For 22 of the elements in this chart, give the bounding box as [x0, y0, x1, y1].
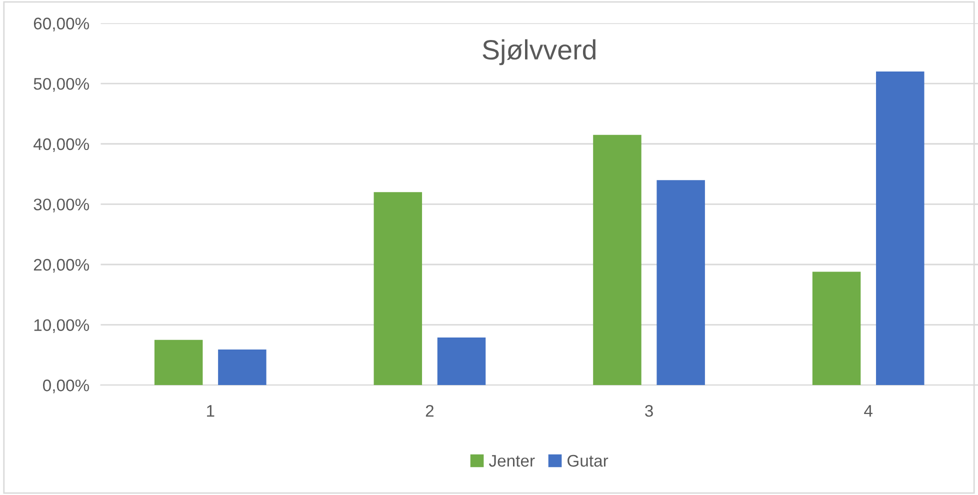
bar [876, 72, 924, 386]
text: Sjølvverd [482, 39, 596, 66]
y-tick-label: 40,00% [33, 138, 90, 152]
y-tick-label: 10,00% [34, 319, 90, 333]
bar [374, 192, 422, 386]
bar [656, 180, 705, 386]
y-tick-label: 0,00% [43, 380, 90, 394]
y-tick-label: 60,00% [34, 18, 90, 32]
y-tick-label: 50,00% [34, 78, 90, 92]
x-tick-label: 1 [207, 405, 214, 417]
x-tick-label: 4 [864, 405, 872, 417]
legend-label: Gutar [568, 454, 608, 467]
bar [812, 272, 861, 386]
y-tick-label: 30,00% [34, 198, 90, 212]
y-tick-label: 20,00% [34, 258, 90, 273]
legend-label: Jenter [488, 455, 535, 467]
x-tick-label: 2 [426, 404, 434, 417]
x-tick-label: 3 [645, 404, 653, 417]
bar [593, 134, 642, 386]
bar [218, 350, 266, 386]
bar [154, 340, 203, 386]
bar [437, 337, 486, 386]
